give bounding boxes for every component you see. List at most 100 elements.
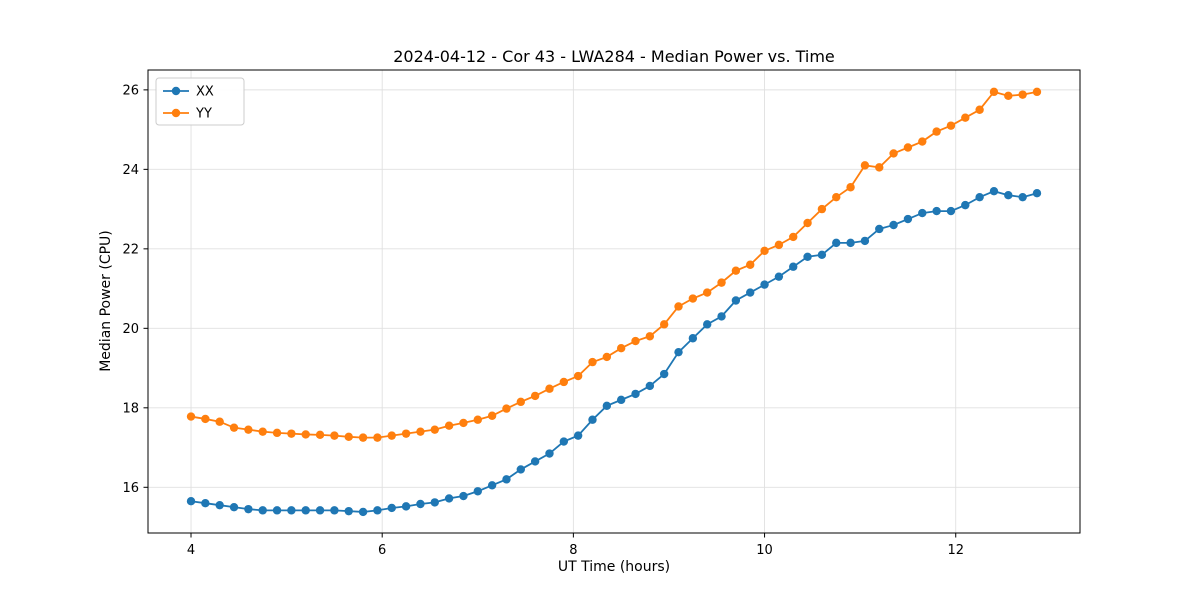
- series-yy-marker: [932, 127, 941, 136]
- series-xx-marker: [932, 206, 941, 216]
- series-xx-marker: [975, 192, 984, 202]
- series-xx-marker: [244, 504, 253, 514]
- series-xx-marker: [846, 238, 855, 248]
- series-xx-marker: [631, 389, 640, 399]
- series-yy-marker: [1018, 90, 1027, 99]
- series-xx-marker: [401, 502, 411, 511]
- series-yy-marker: [674, 302, 683, 311]
- legend-label-xx: XX: [196, 85, 214, 100]
- series-yy-marker: [989, 87, 999, 97]
- series-yy-marker: [545, 384, 554, 393]
- series-yy-marker: [731, 266, 741, 275]
- series-xx-marker: [545, 449, 554, 458]
- series-yy-marker: [229, 423, 239, 432]
- y-tick-label: 26: [122, 83, 139, 98]
- series-xx-marker: [946, 206, 956, 216]
- series-yy-marker: [688, 294, 698, 303]
- series-yy-marker: [703, 288, 712, 297]
- series-yy-marker: [444, 421, 454, 430]
- series-yy-marker: [789, 232, 798, 242]
- series-xx-marker: [272, 506, 282, 515]
- series-yy-marker: [272, 428, 282, 438]
- series-yy-marker: [860, 161, 870, 170]
- series-xx-marker: [573, 431, 583, 440]
- series-xx-marker: [373, 506, 382, 515]
- series-xx-marker: [416, 499, 425, 509]
- series-xx-marker: [1018, 192, 1027, 202]
- y-tick-label: 20: [122, 322, 139, 337]
- series-yy-marker: [287, 429, 296, 438]
- series-xx-marker: [559, 437, 569, 446]
- series-xx-marker: [315, 506, 325, 515]
- series-yy-marker: [1032, 87, 1042, 97]
- series-yy-marker: [746, 260, 755, 269]
- series-yy-marker: [659, 320, 669, 329]
- legend-label-yy: YY: [195, 107, 212, 122]
- series-yy-marker: [201, 414, 210, 424]
- series-yy-marker: [573, 371, 583, 381]
- series-xx-marker: [889, 220, 898, 230]
- series-yy-marker: [416, 427, 425, 436]
- y-tick-label: 16: [122, 481, 139, 496]
- series-yy-marker: [186, 412, 196, 421]
- series-yy-marker: [244, 425, 253, 434]
- series-xx-marker: [903, 214, 913, 224]
- series-xx-marker: [674, 347, 683, 357]
- series-xx-marker: [703, 320, 712, 329]
- series-yy-marker: [903, 143, 913, 152]
- series-xx-marker: [789, 262, 798, 271]
- series-yy-marker: [602, 352, 612, 362]
- series-xx-marker: [989, 187, 999, 196]
- x-axis-label: UT Time (hours): [557, 559, 671, 575]
- y-tick-label: 18: [122, 401, 139, 416]
- series-xx-marker: [588, 415, 597, 424]
- series-xx-marker: [459, 491, 468, 501]
- series-yy-marker: [301, 430, 310, 439]
- series-xx-marker: [1032, 189, 1042, 198]
- series-yy-marker: [330, 431, 339, 440]
- y-tick-label: 24: [122, 163, 139, 178]
- series-xx-marker: [487, 481, 497, 490]
- series-yy-marker: [430, 425, 439, 434]
- series-xx-marker: [387, 503, 396, 513]
- legend-swatch-marker-yy: [171, 108, 181, 118]
- series-xx-marker: [1004, 190, 1013, 200]
- x-tick-label: 12: [947, 543, 964, 558]
- series-xx-marker: [774, 272, 784, 281]
- series-xx-marker: [659, 369, 669, 379]
- series-xx-marker: [301, 506, 310, 515]
- series-xx-marker: [602, 401, 612, 411]
- series-xx-marker: [473, 487, 482, 496]
- chart-title: 2024-04-12 - Cor 43 - LWA284 - Median Po…: [393, 47, 835, 66]
- series-yy-marker: [616, 344, 626, 353]
- series-xx-marker: [803, 252, 812, 261]
- series-yy-marker: [315, 430, 325, 440]
- series-xx-marker: [344, 506, 353, 516]
- series-xx-marker: [860, 236, 870, 246]
- axes-spines: [147, 69, 1081, 534]
- legend-swatch-marker-xx: [171, 86, 181, 96]
- series-xx-marker: [215, 500, 224, 510]
- series-yy-marker: [516, 397, 525, 407]
- series-xx-marker: [961, 200, 970, 210]
- series-yy-marker: [817, 204, 827, 214]
- legend: XX YY: [155, 77, 245, 126]
- series-xx-marker: [502, 475, 511, 484]
- series-xx-marker: [201, 498, 210, 508]
- series-xx-marker: [731, 296, 741, 305]
- series-xx-marker: [817, 250, 827, 259]
- series-yy-marker: [760, 246, 769, 256]
- series-yy-marker: [946, 121, 956, 130]
- series-xx-marker: [875, 224, 884, 234]
- series-xx-marker: [444, 494, 454, 503]
- series-yy-marker: [502, 404, 511, 413]
- series-xx-marker: [746, 288, 755, 297]
- series-yy-line: [190, 90, 1038, 439]
- series-xx-marker: [229, 502, 239, 512]
- y-tick-label: 22: [122, 242, 139, 257]
- series-yy-marker: [1004, 91, 1013, 101]
- series-xx-marker: [832, 238, 841, 248]
- series-yy-marker: [875, 163, 884, 172]
